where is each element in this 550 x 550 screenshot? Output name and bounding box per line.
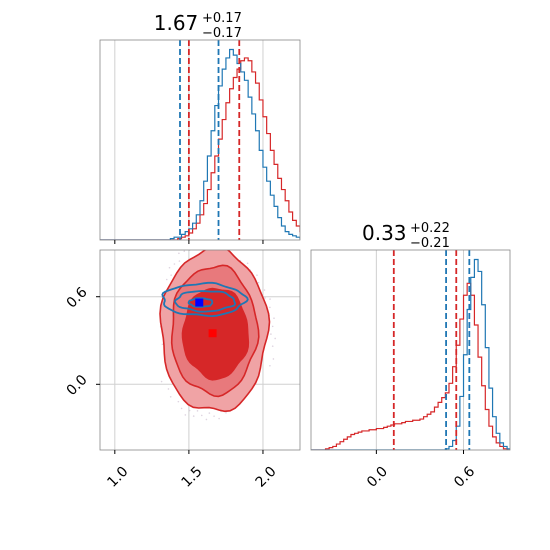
scatter-point-89	[270, 333, 272, 335]
contour-panel	[99, 235, 301, 451]
x-tick-label-param1-1: 1.5	[179, 464, 206, 491]
blue-contour-0	[161, 281, 249, 318]
scatter-point-75	[177, 400, 180, 403]
param2-frame	[310, 249, 511, 451]
param1-frame	[99, 39, 301, 241]
x-tick-label-param1-2: 2.0	[253, 464, 280, 491]
scatter-point-9	[160, 296, 163, 298]
scatter-point-14	[178, 252, 180, 255]
x-tick-label-param2-1: 0.6	[451, 464, 478, 491]
contour-frame	[99, 249, 301, 451]
scatter-point-56	[170, 274, 172, 276]
param1-title-value: 1.67	[154, 11, 199, 35]
x-tick-labels-param1: 1.0 1.5 2.0	[104, 450, 280, 491]
scatter-point-42	[269, 306, 271, 309]
scatter-point-74	[208, 236, 210, 238]
scatter-point-54	[169, 395, 172, 398]
scatter-point-49	[200, 414, 203, 417]
scatter-point-35	[173, 263, 176, 265]
blue-contour-2	[187, 297, 214, 308]
param1-title: 1.67	[154, 11, 199, 35]
scatter-point-61	[195, 241, 197, 243]
scatter-point-88	[167, 388, 170, 390]
scatter-point-62	[188, 409, 191, 412]
param2-title-plus: +0.22	[410, 221, 450, 236]
scatter-point-27	[189, 241, 191, 243]
scatter-point-47	[272, 358, 275, 360]
scatter-point-70	[208, 412, 211, 414]
scatter-point-55	[271, 325, 274, 328]
y-tick-label-param2-0: 0.0	[64, 372, 91, 399]
param2-hist-red	[311, 282, 510, 450]
param2-title-value: 0.33	[362, 221, 407, 245]
scatter-point-2	[218, 417, 220, 420]
blue-point-marker	[195, 298, 204, 307]
scatter-point-7	[184, 414, 187, 416]
scatter-point-23	[225, 411, 227, 414]
x-tick-labels-param2: 0.0 0.6	[364, 464, 478, 491]
x-tick-label-param2-0: 0.0	[364, 464, 391, 491]
histogram-panel-param2	[310, 249, 511, 454]
param1-hist-blue	[100, 48, 300, 240]
scatter-point-21	[273, 317, 275, 319]
x-tick-label-param1-0: 1.0	[104, 464, 131, 491]
scatter-point-48	[183, 250, 186, 253]
blue-contour-1	[173, 290, 237, 313]
red-point-marker	[208, 329, 217, 338]
scatter-point-50	[257, 281, 260, 284]
param1-hist-red	[100, 57, 300, 240]
scatter-point-83	[196, 410, 199, 412]
scatter-point-81	[269, 364, 271, 367]
scatter-point-69	[178, 260, 181, 262]
scatter-point-22	[165, 278, 168, 281]
scatter-point-87	[221, 235, 223, 237]
histogram-panel-param1	[99, 39, 301, 244]
param1-title-minus: −0.17	[202, 26, 242, 41]
y-tick-label-param2-1: 0.6	[64, 284, 91, 311]
scatter-point-29	[263, 289, 266, 291]
param2-title-minus: −0.21	[410, 236, 450, 251]
y-tick-labels-param2: 0.0 0.6	[64, 284, 100, 399]
scatter-point-41	[180, 407, 183, 410]
param1-title-plus: +0.17	[202, 11, 242, 26]
scatter-point-8	[269, 298, 271, 300]
scatter-point-3	[246, 262, 249, 265]
scatter-point-67	[160, 380, 163, 383]
scatter-point-34	[274, 337, 276, 340]
scatter-point-16	[256, 274, 258, 276]
scatter-point-28	[192, 415, 195, 417]
scatter-point-1	[168, 266, 171, 269]
scatter-point-68	[271, 345, 274, 347]
scatter-point-4	[161, 343, 164, 346]
scatter-point-63	[264, 297, 266, 299]
scatter-point-15	[205, 418, 208, 421]
scatter-point-36	[213, 415, 215, 417]
